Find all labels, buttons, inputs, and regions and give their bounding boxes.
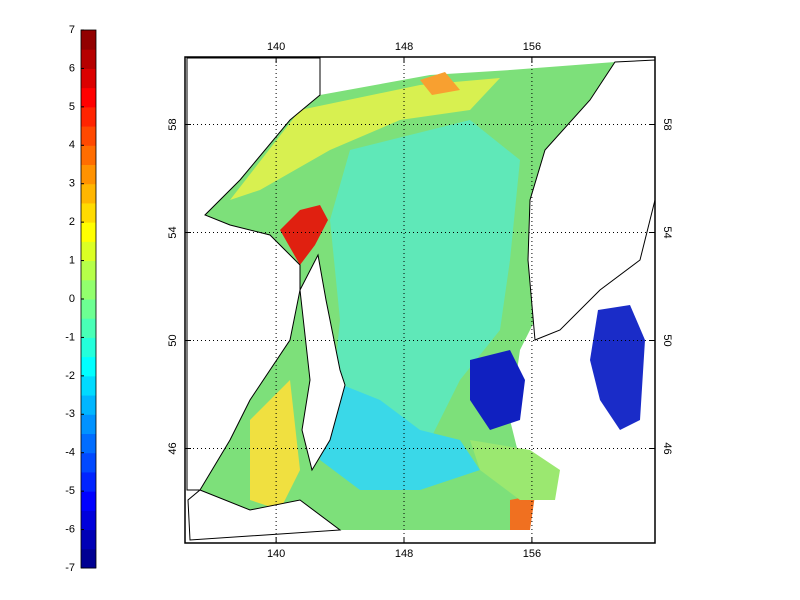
colorbar-segment [81, 318, 96, 338]
colorbar-segment [81, 414, 96, 434]
colorbar-segment [81, 491, 96, 511]
lon-label-top: 156 [523, 41, 541, 53]
colorbar-segment [81, 222, 96, 242]
colorbar-segment [81, 299, 96, 319]
colorbar-label: -6 [65, 523, 75, 535]
colorbar-label: 2 [69, 216, 75, 228]
colorbar-segment [81, 87, 96, 108]
colorbar-segment [81, 471, 96, 492]
colorbar-segment [81, 548, 96, 569]
lat-label-left: 46 [167, 442, 179, 454]
colorbar-label: 3 [69, 178, 75, 190]
sakhalin [299, 253, 346, 472]
colorbar-segment [81, 126, 96, 146]
lat-label-right: 54 [661, 226, 673, 238]
colorbar-label: 0 [69, 293, 75, 305]
lat-label-right: 58 [661, 118, 673, 130]
mainland [186, 57, 321, 491]
lon-label-bottom: 156 [523, 548, 541, 560]
field-red [280, 205, 328, 265]
colorbar-segment [81, 202, 96, 223]
colorbar-label: -1 [65, 331, 75, 343]
colorbar-label: -4 [65, 447, 75, 459]
colorbar-segment [81, 49, 96, 69]
lat-label-left: 58 [167, 118, 179, 130]
field-green-pac [470, 440, 560, 500]
lat-label-left: 50 [167, 334, 179, 346]
lon-label-bottom: 140 [267, 548, 285, 560]
colorbar-label: -3 [65, 408, 75, 420]
colorbar-segment [81, 260, 96, 281]
colorbar-segment [81, 510, 96, 531]
lon-label-top: 148 [395, 41, 413, 53]
field-yellow [230, 78, 500, 200]
lon-label-bottom: 148 [395, 548, 413, 560]
field-orange-2 [510, 495, 535, 530]
colorbar-segment [81, 106, 96, 127]
colorbar-label: 5 [69, 101, 75, 113]
lat-label-right: 46 [661, 442, 673, 454]
field-blue [470, 350, 525, 430]
colorbar-segment [81, 395, 96, 415]
colorbar-segment [81, 375, 96, 396]
field [186, 57, 656, 541]
field-cyan [330, 120, 520, 480]
colorbar-segment [81, 452, 96, 473]
field-blue-2 [590, 305, 645, 430]
colorbar-segment [81, 433, 96, 454]
japan [187, 489, 342, 541]
colorbar-segment [81, 68, 96, 89]
colorbar-segment [81, 529, 96, 550]
colorbar-label: -2 [65, 370, 75, 382]
colorbar-label: 1 [69, 254, 75, 266]
field-orange [420, 72, 460, 95]
colorbar-segment [81, 241, 96, 262]
colorbar-label: 7 [69, 24, 75, 36]
colorbar-segment [81, 279, 96, 300]
lat-label-right: 50 [661, 334, 673, 346]
colorbar-label: 4 [69, 139, 75, 151]
colorbar-segment [81, 356, 96, 377]
colorbar-segment [81, 183, 96, 204]
colorbar-label: 6 [69, 62, 75, 74]
map-frame [184, 56, 656, 544]
colorbar-segment [81, 145, 96, 165]
field-cyan-2 [320, 380, 480, 490]
colorbar-label: -5 [65, 485, 75, 497]
colorbar-label: -7 [65, 562, 75, 574]
field-yellow-2 [250, 380, 300, 510]
colorbar-segment [81, 337, 96, 358]
colorbar-segment [81, 164, 96, 185]
lon-label-top: 140 [267, 41, 285, 53]
lat-label-left: 54 [167, 226, 179, 238]
colorbar-segment [81, 30, 96, 50]
